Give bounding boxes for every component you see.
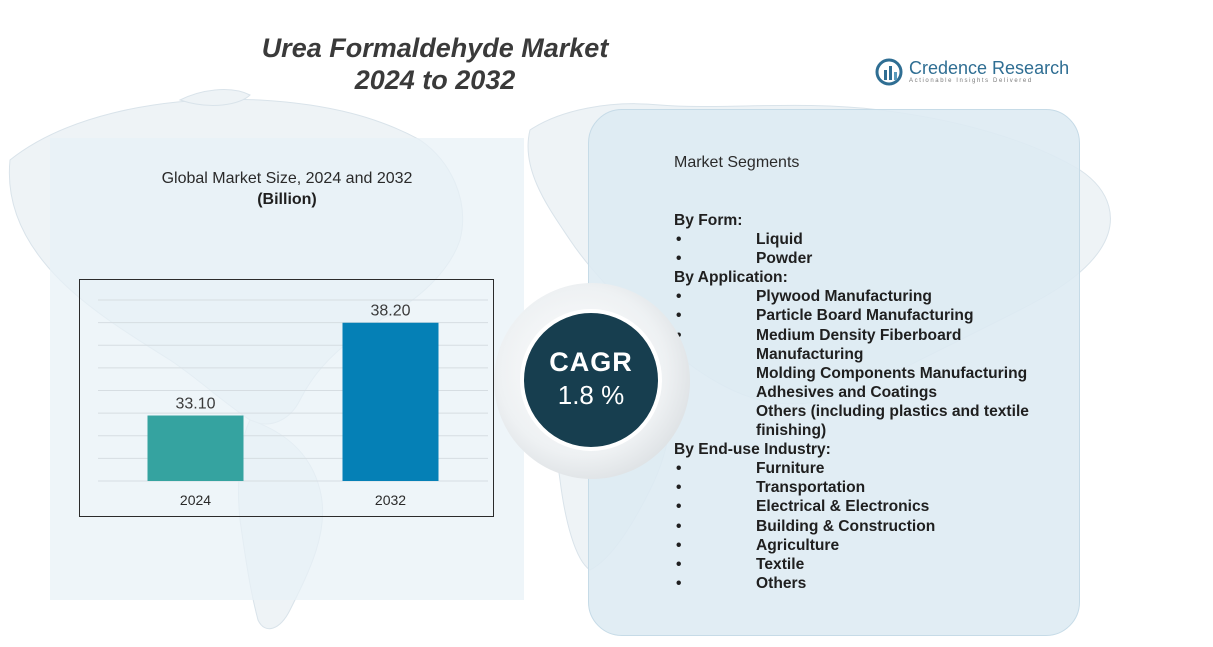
segment-item-label: Others [756, 574, 807, 592]
segment-item-label: Others (including plastics and textile f… [756, 402, 1029, 440]
segment-item-label: Agriculture [756, 536, 840, 554]
bar-2024 [147, 415, 244, 481]
segment-group-label: By Application: [674, 269, 788, 287]
bullet-icon: • [676, 498, 682, 516]
segment-item-label: Furniture [756, 460, 825, 478]
segments-list: By Form: • Liquid • Powder By Application: • Pl… [674, 211, 1054, 593]
segment-item: • Textile [674, 555, 1054, 574]
title-line-1: Urea Formaldehyde Market [261, 33, 609, 63]
bar-value-label: 33.10 [175, 396, 215, 413]
bullet-icon: • [676, 517, 682, 535]
bullet-icon: • [676, 288, 682, 306]
segment-item: • Liquid [674, 230, 1054, 249]
bullet-icon: • [676, 479, 682, 497]
bullet-icon: • [676, 250, 682, 268]
segment-item: • Plywood Manufacturing [674, 287, 1054, 306]
chart-main-title: Urea Formaldehyde Market 2024 to 2032 [205, 32, 665, 96]
segment-item-label: Electrical & Electronics [756, 498, 930, 516]
bullet-icon: • [676, 231, 682, 249]
brand-tagline: Actionable Insights Delivered [909, 78, 1033, 84]
segment-item-label: Plywood Manufacturing [756, 288, 932, 306]
segment-item-label: Adhesives and Coatings [756, 383, 938, 401]
bullet-icon: • [676, 536, 682, 554]
bar-2032 [342, 322, 439, 481]
segment-item-label: Medium Density Fiberboard Manufacturing [756, 326, 962, 363]
segment-item: • Transportation [674, 478, 1054, 497]
x-tick-label: 2024 [180, 492, 211, 508]
segment-item-label: Particle Board Manufacturing [756, 307, 974, 325]
segment-item-label: Liquid [756, 231, 803, 249]
brand-block: Credence Research Actionable Insights De… [875, 56, 1069, 90]
chart-unit-label: (Billion) [257, 191, 317, 208]
segment-item-label: Molding Components Manufacturing [756, 364, 1028, 382]
brand-name: Credence Research [909, 58, 1070, 78]
bar-chart: 33.10 2024 38.20 2032 [98, 299, 488, 508]
title-line-2: 2024 to 2032 [354, 65, 516, 95]
segment-item: • Building & Construction [674, 517, 1054, 536]
segment-group-label: By End-use Industry: [674, 441, 831, 459]
chart-title: Global Market Size, 2024 and 2032 [161, 170, 413, 187]
segment-item: • Furniture [674, 459, 1054, 478]
x-tick-label: 2032 [375, 492, 406, 508]
segment-item-label: Building & Construction [756, 517, 936, 535]
segment-item: • Particle Board Manufacturing [674, 306, 1054, 325]
segment-item: • Others [674, 574, 1054, 593]
cagr-badge: CAGR 1.8 % [520, 309, 662, 451]
segment-item-label: Transportation [756, 479, 866, 497]
segment-item: • Powder [674, 249, 1054, 268]
segments-heading: Market Segments [674, 154, 800, 171]
segment-group-label: By Form: [674, 212, 743, 229]
bullet-icon: • [676, 574, 682, 592]
segment-item: • Agriculture [674, 536, 1054, 555]
segment-item: •Molding Components Manufacturing [674, 364, 1054, 383]
brand-logo-icon [875, 58, 903, 86]
bar-value-label: 38.20 [370, 303, 410, 320]
segment-item: • Electrical & Electronics [674, 497, 1054, 516]
bullet-icon: • [676, 460, 682, 478]
bullet-icon: • [676, 307, 682, 325]
segment-item-label: Powder [756, 250, 813, 268]
cagr-value: 1.8 % [557, 380, 625, 410]
segment-item-label: Textile [756, 555, 805, 573]
segment-item: •Medium Density Fiberboard Manufacturing [674, 326, 1054, 364]
segment-item: •Others (including plastics and textile … [674, 402, 1054, 440]
bullet-icon: • [676, 555, 682, 573]
cagr-label: CAGR [549, 347, 633, 377]
bar-chart-frame: 33.10 2024 38.20 2032 [79, 279, 494, 517]
market-size-panel [50, 138, 524, 600]
segment-item: •Adhesives and Coatings [674, 383, 1054, 402]
